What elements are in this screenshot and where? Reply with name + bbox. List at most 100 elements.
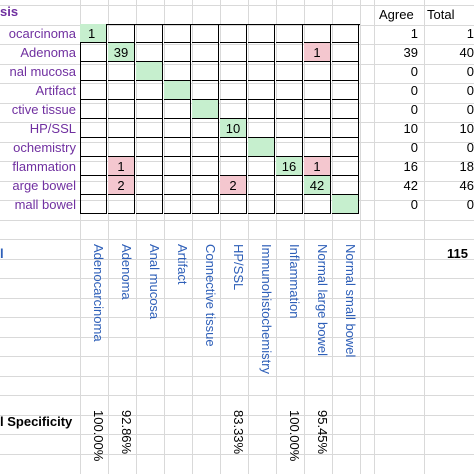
matrix-cell bbox=[248, 24, 275, 43]
gridline bbox=[374, 0, 375, 474]
matrix-cell bbox=[192, 100, 219, 119]
matrix-cell bbox=[136, 62, 163, 81]
matrix-cell bbox=[220, 81, 247, 100]
matrix-cell bbox=[136, 119, 163, 138]
gridline bbox=[0, 395, 474, 396]
matrix-cell bbox=[136, 100, 163, 119]
column-label: Normal large bowel bbox=[315, 244, 330, 356]
summary-total: 115 bbox=[447, 246, 468, 261]
matrix-cell bbox=[80, 43, 107, 62]
matrix-cell: 2 bbox=[108, 176, 135, 195]
matrix-cell bbox=[332, 176, 359, 195]
gridline bbox=[0, 63, 474, 65]
matrix-cell bbox=[220, 195, 247, 214]
matrix-cell bbox=[220, 62, 247, 81]
gridline bbox=[332, 0, 333, 474]
matrix-cell bbox=[332, 81, 359, 100]
matrix-cell bbox=[276, 24, 303, 43]
gridline bbox=[108, 0, 109, 474]
column-label: Adenocarcinoma bbox=[91, 244, 106, 342]
matrix-cell bbox=[136, 43, 163, 62]
gridline bbox=[0, 161, 474, 162]
matrix-cell bbox=[304, 119, 331, 138]
matrix-cell bbox=[164, 176, 191, 195]
matrix-cell: 39 bbox=[108, 43, 135, 62]
matrix-cell bbox=[108, 119, 135, 138]
gridline bbox=[0, 44, 474, 45]
matrix-cell bbox=[108, 62, 135, 81]
matrix-cell bbox=[276, 119, 303, 138]
matrix-cell bbox=[248, 157, 275, 176]
matrix-cell: 1 bbox=[304, 157, 331, 176]
gridline bbox=[248, 0, 249, 474]
row-label: Adenoma bbox=[20, 45, 76, 60]
matrix-cell bbox=[304, 195, 331, 214]
row-label: ocarcinoma bbox=[8, 26, 76, 41]
gridline bbox=[0, 83, 474, 84]
total-value: 0 bbox=[466, 64, 474, 79]
agree-value: 16 bbox=[403, 159, 418, 174]
matrix-cell bbox=[192, 157, 219, 176]
specificity-label: l Specificity bbox=[0, 414, 73, 429]
matrix-cell: 1 bbox=[108, 157, 135, 176]
matrix-cell bbox=[192, 24, 219, 43]
matrix-cell bbox=[304, 138, 331, 157]
column-label: Immunohistochemistry bbox=[259, 244, 274, 375]
total-value: 0 bbox=[466, 83, 474, 98]
matrix-cell bbox=[248, 100, 275, 119]
matrix-cell: 1 bbox=[80, 24, 107, 43]
matrix-cell bbox=[248, 138, 275, 157]
matrix-cell bbox=[108, 81, 135, 100]
header-diagnosis-label: sis bbox=[0, 4, 19, 19]
agree-value: 10 bbox=[403, 121, 418, 136]
total-value: 46 bbox=[459, 178, 474, 193]
gridline bbox=[192, 0, 193, 474]
matrix-cell bbox=[192, 195, 219, 214]
row-label: mall bowel bbox=[14, 197, 76, 212]
gridline bbox=[0, 239, 474, 240]
gridline bbox=[0, 336, 474, 338]
row-label: Artifact bbox=[35, 83, 76, 98]
matrix-cell bbox=[136, 138, 163, 157]
gridline bbox=[0, 24, 474, 26]
matrix-cell bbox=[276, 62, 303, 81]
gridline bbox=[360, 0, 361, 474]
column-label: Normal small bowel bbox=[343, 244, 358, 358]
matrix-cell bbox=[80, 62, 107, 81]
matrix-cell bbox=[164, 100, 191, 119]
agree-value: 39 bbox=[403, 45, 418, 60]
matrix-cell bbox=[164, 62, 191, 81]
gridline bbox=[0, 453, 474, 455]
matrix-cell bbox=[80, 195, 107, 214]
matrix-cell bbox=[248, 62, 275, 81]
matrix-cell bbox=[80, 81, 107, 100]
matrix-cell bbox=[80, 100, 107, 119]
column-label: Anal mucosa bbox=[147, 244, 162, 320]
matrix-border bbox=[80, 24, 360, 214]
gridline bbox=[276, 0, 277, 474]
gridline bbox=[0, 434, 474, 435]
gridline bbox=[0, 219, 474, 221]
matrix-cell bbox=[164, 43, 191, 62]
header-agree: Agree bbox=[379, 7, 414, 22]
matrix-cell bbox=[332, 24, 359, 43]
matrix-cell bbox=[108, 100, 135, 119]
specificity-value: 92.86% bbox=[119, 410, 134, 455]
column-label: HP/SSL bbox=[231, 244, 246, 291]
gridline bbox=[0, 278, 474, 279]
matrix-cell: 2 bbox=[220, 176, 247, 195]
matrix-cell bbox=[108, 195, 135, 214]
matrix-cell bbox=[192, 81, 219, 100]
gridline bbox=[0, 375, 474, 377]
specificity-value: 95.45% bbox=[315, 410, 330, 455]
gridline bbox=[164, 0, 165, 474]
matrix-cell bbox=[220, 43, 247, 62]
specificity-value: 83.33% bbox=[231, 410, 246, 455]
matrix-cell bbox=[164, 157, 191, 176]
matrix-cell bbox=[332, 119, 359, 138]
matrix-cell bbox=[108, 24, 135, 43]
total-value: 0 bbox=[466, 197, 474, 212]
matrix-cell bbox=[332, 100, 359, 119]
agree-value: 0 bbox=[410, 64, 418, 79]
matrix-cell bbox=[164, 119, 191, 138]
